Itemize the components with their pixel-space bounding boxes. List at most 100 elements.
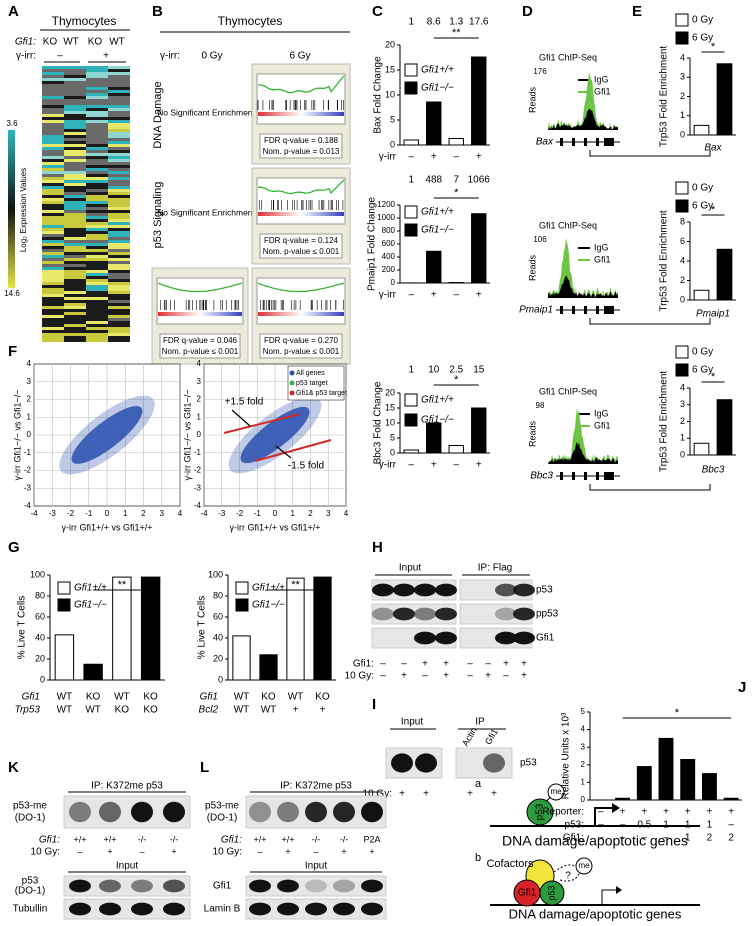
annotation: ? xyxy=(565,871,571,882)
heatmap-cell xyxy=(108,84,130,87)
band xyxy=(435,584,457,597)
heatmap-cell xyxy=(64,255,86,258)
heatmap-cell xyxy=(108,165,130,168)
x-tick-label: 3 xyxy=(326,509,331,518)
y-tick-label: -1 xyxy=(24,448,32,457)
bar xyxy=(404,140,418,145)
heatmap-cell xyxy=(86,75,108,78)
band-label: Gfi1 xyxy=(536,633,555,644)
heatmap-cell xyxy=(42,144,64,147)
heatmap-cell xyxy=(86,96,108,99)
band xyxy=(69,880,91,893)
heatmap-cell xyxy=(108,135,130,138)
heatmap-cell xyxy=(42,138,64,141)
row-cell: + xyxy=(707,807,713,818)
heatmap-cell xyxy=(86,312,108,315)
heatmap xyxy=(42,66,130,342)
row-cell: + xyxy=(467,789,473,800)
heatmap-cell xyxy=(64,216,86,219)
heatmap-cell xyxy=(42,339,64,342)
heatmap-cell xyxy=(42,105,64,108)
gene-label: DNA damage/apoptotic genes xyxy=(502,833,688,849)
heatmap-cell xyxy=(86,144,108,147)
value-label: 1 xyxy=(408,17,414,28)
heatmap-cell xyxy=(42,111,64,114)
heatmap-cell xyxy=(86,264,108,267)
heatmap-cell xyxy=(64,153,86,156)
heatmap-cell xyxy=(108,159,130,162)
heatmap-cell xyxy=(42,129,64,132)
bar xyxy=(113,577,131,680)
heatmap-cell xyxy=(86,132,108,135)
heatmap-cell xyxy=(108,195,130,198)
value-label: 1066 xyxy=(468,175,491,186)
y-tick-label: 80 xyxy=(213,590,223,600)
x-tick-label: 1 xyxy=(291,509,296,518)
panel-letter: L xyxy=(200,759,209,776)
y-tick-label: 5 xyxy=(581,707,586,716)
row-cell: – xyxy=(598,820,604,831)
heatmap-cell xyxy=(42,108,64,111)
header: Input xyxy=(401,717,423,728)
heatmap-cell xyxy=(86,225,108,228)
row-cell: WT xyxy=(234,692,250,703)
heatmap-cell xyxy=(108,162,130,165)
heatmap-cell xyxy=(42,102,64,105)
band xyxy=(333,903,355,916)
heatmap-cell xyxy=(108,231,130,234)
protein: p53 xyxy=(546,885,556,900)
heatmap-cell xyxy=(64,318,86,321)
heatmap-cell xyxy=(86,165,108,168)
heatmap-cell xyxy=(86,267,108,270)
y-tick-label: 20 xyxy=(385,39,395,49)
heatmap-cell xyxy=(42,318,64,321)
heatmap-cell xyxy=(86,309,108,312)
row-label: Trp53 xyxy=(15,705,41,716)
heatmap-cell xyxy=(108,324,130,327)
x-tick-label: 2 xyxy=(308,509,313,518)
y-tick-label: 0 xyxy=(390,447,395,457)
gene-label: Bax xyxy=(704,143,722,154)
heatmap-cell xyxy=(86,147,108,150)
y-tick-label: 1000 xyxy=(377,213,395,222)
row-cell: 1 xyxy=(663,820,669,831)
heatmap-cell xyxy=(86,93,108,96)
heatmap-cell xyxy=(42,309,64,312)
heatmap-cell xyxy=(86,204,108,207)
significance: * xyxy=(675,707,680,719)
legend-label: IgG xyxy=(594,408,609,418)
heatmap-cell xyxy=(86,72,108,75)
row-cell: 2 xyxy=(707,833,713,844)
heatmap-cell xyxy=(86,339,108,342)
legend-label: 0 Gy xyxy=(692,183,713,194)
heatmap-cell xyxy=(108,303,130,306)
band xyxy=(361,903,383,916)
irr-cell: + xyxy=(431,290,437,301)
heatmap-cell xyxy=(42,99,64,102)
panel-letter: K xyxy=(8,759,19,776)
y-tick-label: 20 xyxy=(35,653,45,663)
track-label: Reads xyxy=(527,86,537,113)
band xyxy=(99,802,121,822)
heatmap-cell xyxy=(42,204,64,207)
heatmap-cell xyxy=(42,228,64,231)
significance: * xyxy=(454,187,459,199)
bar xyxy=(472,57,486,145)
legend-label: Gfi1+/+ xyxy=(421,207,454,218)
y-tick-label: -2 xyxy=(24,466,32,475)
row-cell: WT xyxy=(57,705,73,716)
band-label: Lamin B xyxy=(204,904,241,915)
heatmap-cell xyxy=(86,210,108,213)
x-tick-label: -1 xyxy=(85,509,93,518)
fdr: FDR q-value = 0.124 xyxy=(264,236,339,245)
y-tick-label: 1 xyxy=(197,412,202,421)
row-cell: + xyxy=(728,807,734,818)
heatmap-cell xyxy=(86,213,108,216)
band xyxy=(131,880,153,893)
row-cell: +/+ xyxy=(253,834,266,844)
y-tick-label: 1 xyxy=(581,778,586,787)
bar xyxy=(314,577,331,680)
heatmap-cell xyxy=(64,240,86,243)
heatmap-cell xyxy=(42,84,64,87)
rank-bar xyxy=(158,312,242,316)
